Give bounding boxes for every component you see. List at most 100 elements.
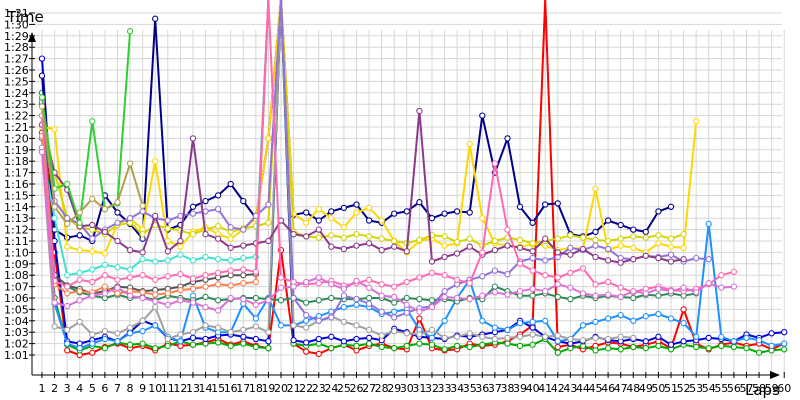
data-point bbox=[227, 180, 234, 188]
data-point bbox=[693, 254, 700, 262]
data-point bbox=[768, 342, 775, 350]
data-point bbox=[340, 338, 348, 345]
series bbox=[38, 0, 637, 344]
data-point bbox=[391, 237, 398, 245]
data-point bbox=[340, 224, 348, 231]
data-point bbox=[265, 219, 272, 226]
data-point bbox=[705, 280, 712, 287]
x-tick-label: 4 bbox=[76, 382, 83, 395]
data-point bbox=[277, 274, 285, 281]
data-point bbox=[214, 307, 222, 314]
data-point bbox=[617, 311, 624, 319]
data-point bbox=[529, 219, 536, 226]
data-point bbox=[89, 266, 96, 273]
data-point bbox=[542, 201, 549, 208]
data-point bbox=[667, 258, 675, 265]
data-point bbox=[516, 288, 524, 295]
data-point bbox=[642, 252, 649, 259]
data-point bbox=[340, 318, 348, 326]
data-point bbox=[227, 244, 234, 251]
data-point bbox=[365, 240, 373, 247]
data-point bbox=[303, 339, 310, 346]
data-point bbox=[189, 135, 197, 142]
data-point bbox=[139, 208, 146, 215]
data-point bbox=[365, 284, 373, 291]
y-tick-label: 1:08 bbox=[4, 269, 29, 282]
data-point bbox=[718, 333, 725, 340]
data-point bbox=[189, 203, 197, 210]
data-point bbox=[252, 315, 260, 322]
y-tick-label: 1:21 bbox=[4, 121, 29, 134]
data-point bbox=[126, 28, 134, 35]
x-tick-label: 43 bbox=[563, 382, 577, 395]
x-tick-label: 58 bbox=[752, 382, 766, 395]
data-point bbox=[315, 335, 322, 343]
data-point bbox=[718, 284, 725, 291]
data-point bbox=[227, 235, 234, 242]
data-point bbox=[378, 308, 385, 315]
data-point bbox=[114, 284, 121, 291]
data-point bbox=[189, 299, 197, 306]
data-point bbox=[126, 160, 134, 167]
data-point bbox=[252, 294, 260, 302]
data-point bbox=[705, 256, 712, 263]
data-point bbox=[441, 288, 448, 295]
y-tick-label: 1:06 bbox=[4, 292, 29, 305]
data-point bbox=[542, 235, 549, 242]
data-point bbox=[164, 248, 171, 255]
data-point bbox=[617, 242, 624, 249]
data-point bbox=[265, 135, 272, 142]
data-point bbox=[189, 341, 197, 348]
data-point bbox=[139, 289, 146, 296]
data-point bbox=[755, 349, 763, 356]
data-point bbox=[630, 288, 637, 295]
data-point bbox=[378, 292, 385, 299]
data-point bbox=[378, 235, 385, 242]
data-point bbox=[604, 237, 612, 245]
data-point bbox=[743, 345, 750, 352]
data-point bbox=[240, 280, 247, 287]
y-tick-label: 1:29 bbox=[4, 30, 29, 43]
data-point bbox=[114, 276, 121, 283]
data-point bbox=[51, 215, 58, 222]
data-point bbox=[328, 314, 335, 321]
data-point bbox=[617, 293, 624, 301]
x-tick-label: 48 bbox=[626, 382, 640, 395]
data-point bbox=[655, 292, 662, 299]
data-point bbox=[315, 317, 322, 324]
y-tick-label: 1:17 bbox=[4, 167, 29, 180]
x-tick-label: 19 bbox=[261, 382, 275, 395]
data-point bbox=[416, 308, 423, 315]
data-point bbox=[340, 285, 348, 293]
data-point bbox=[365, 233, 373, 240]
data-point bbox=[64, 283, 71, 290]
data-point bbox=[592, 228, 599, 236]
data-point bbox=[617, 333, 624, 340]
data-point bbox=[592, 334, 599, 342]
data-point bbox=[416, 340, 423, 347]
data-point bbox=[101, 290, 109, 297]
data-point bbox=[491, 283, 499, 290]
series bbox=[38, 103, 146, 228]
data-point bbox=[705, 334, 712, 342]
y-tick-label: 1:07 bbox=[4, 281, 29, 294]
data-point bbox=[38, 94, 46, 101]
data-point bbox=[743, 334, 750, 342]
data-point bbox=[152, 322, 159, 329]
data-point bbox=[516, 260, 524, 267]
data-point bbox=[416, 274, 423, 281]
data-point bbox=[139, 272, 146, 279]
data-point bbox=[240, 254, 247, 262]
data-point bbox=[655, 342, 662, 350]
data-point bbox=[403, 342, 410, 350]
data-point bbox=[655, 240, 662, 247]
data-point bbox=[554, 343, 561, 351]
data-point bbox=[504, 270, 511, 278]
data-point bbox=[164, 335, 171, 343]
data-point bbox=[592, 253, 599, 261]
data-point bbox=[630, 233, 637, 240]
data-point bbox=[391, 299, 398, 306]
data-point bbox=[579, 234, 587, 241]
data-point bbox=[542, 288, 549, 295]
data-point bbox=[64, 180, 71, 188]
